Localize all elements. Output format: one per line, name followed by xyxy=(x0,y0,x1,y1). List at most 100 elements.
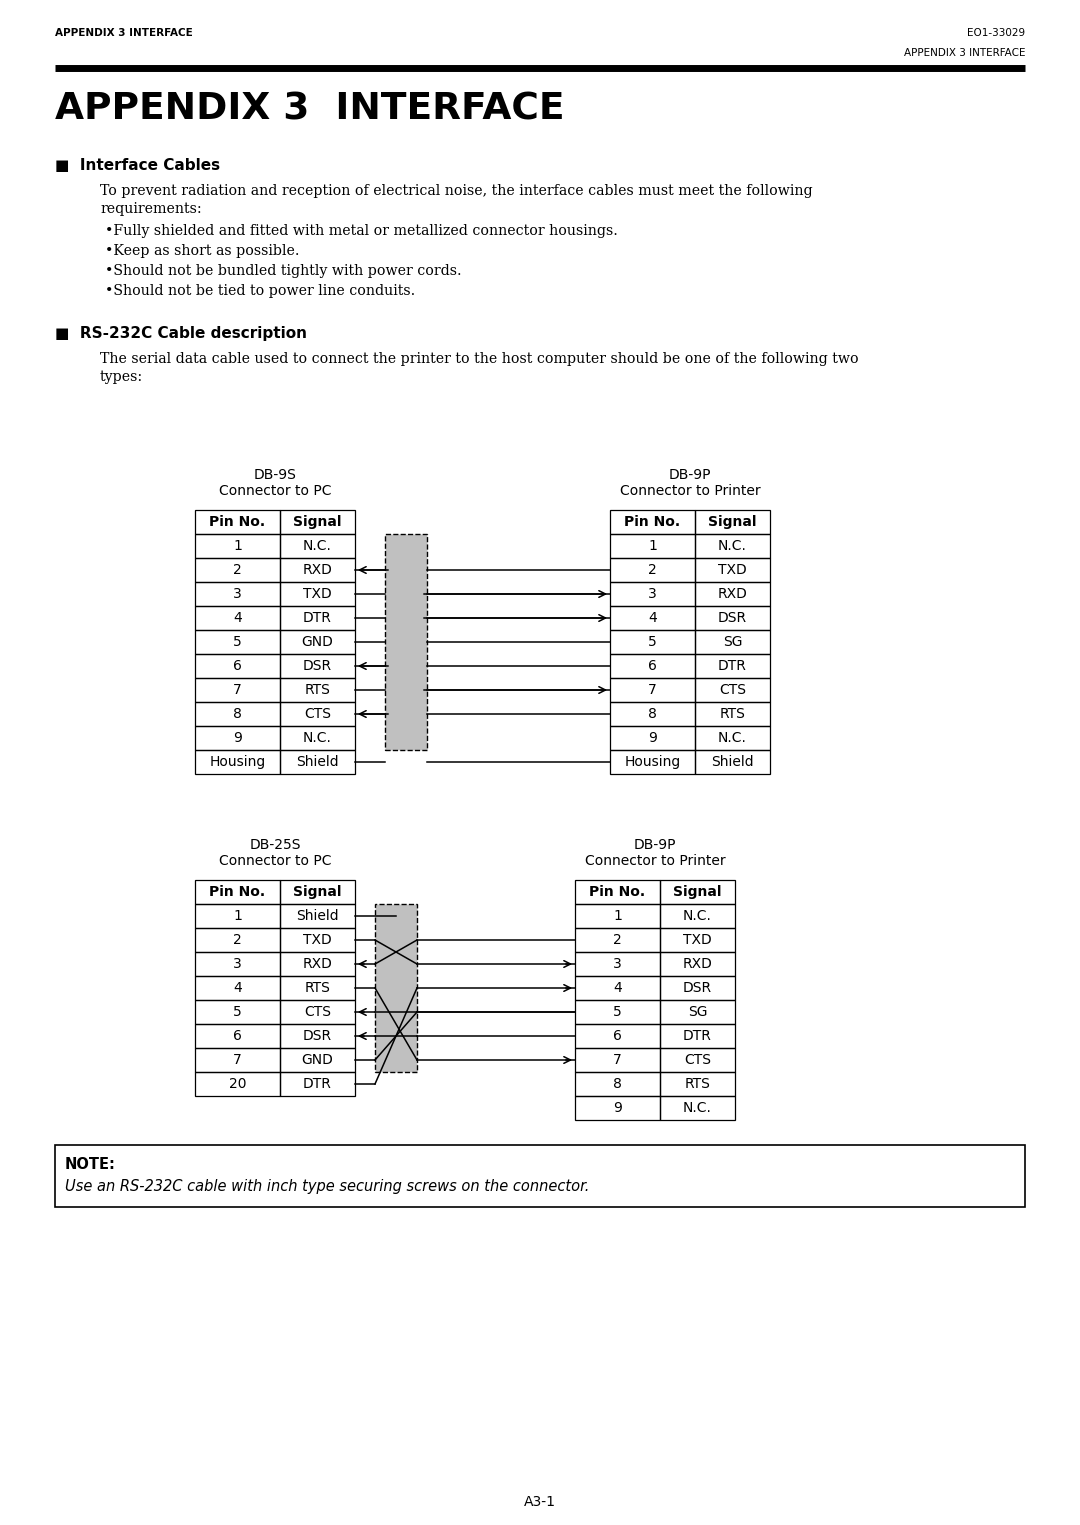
Text: N.C.: N.C. xyxy=(303,538,332,554)
Text: DB-9S: DB-9S xyxy=(254,468,296,482)
Text: DB-9P: DB-9P xyxy=(634,839,676,852)
Text: 4: 4 xyxy=(233,612,242,625)
Text: 7: 7 xyxy=(233,1052,242,1068)
Bar xyxy=(195,1072,280,1096)
Text: Pin No.: Pin No. xyxy=(624,515,680,529)
Text: 5: 5 xyxy=(233,634,242,650)
Bar xyxy=(610,630,696,654)
Bar xyxy=(610,726,696,750)
Text: Signal: Signal xyxy=(673,884,721,900)
Bar xyxy=(610,750,696,775)
Bar xyxy=(610,702,696,726)
Bar xyxy=(195,929,280,952)
Text: Connector to PC: Connector to PC xyxy=(219,483,332,499)
Bar xyxy=(384,534,427,750)
Text: ■  Interface Cables: ■ Interface Cables xyxy=(55,159,220,172)
Text: N.C.: N.C. xyxy=(718,730,747,746)
Text: DSR: DSR xyxy=(302,1029,332,1043)
Bar xyxy=(610,654,696,679)
Text: ■  RS-232C Cable description: ■ RS-232C Cable description xyxy=(55,326,307,342)
Bar xyxy=(660,952,735,976)
Text: A3-1: A3-1 xyxy=(524,1494,556,1510)
Text: 6: 6 xyxy=(233,659,242,673)
Bar xyxy=(575,880,660,904)
Bar xyxy=(375,904,417,1072)
Text: NOTE:: NOTE: xyxy=(65,1157,116,1173)
Text: DSR: DSR xyxy=(302,659,332,673)
Bar xyxy=(280,904,355,929)
Text: Housing: Housing xyxy=(624,755,680,769)
Text: •Should not be bundled tightly with power cords.: •Should not be bundled tightly with powe… xyxy=(105,264,461,278)
Text: Connector to PC: Connector to PC xyxy=(219,854,332,868)
Text: CTS: CTS xyxy=(684,1052,711,1068)
Bar xyxy=(696,534,770,558)
Bar xyxy=(660,1000,735,1023)
Bar xyxy=(610,558,696,583)
Bar xyxy=(696,726,770,750)
Text: APPENDIX 3 INTERFACE: APPENDIX 3 INTERFACE xyxy=(904,47,1025,58)
Bar xyxy=(575,1023,660,1048)
Text: 3: 3 xyxy=(233,958,242,971)
Text: 6: 6 xyxy=(613,1029,622,1043)
Text: 8: 8 xyxy=(613,1077,622,1090)
Bar xyxy=(195,976,280,1000)
Text: 2: 2 xyxy=(233,933,242,947)
Text: RXD: RXD xyxy=(302,958,333,971)
Bar xyxy=(696,605,770,630)
Text: 7: 7 xyxy=(613,1052,622,1068)
Text: 8: 8 xyxy=(233,708,242,721)
Bar xyxy=(696,679,770,702)
Text: TXD: TXD xyxy=(684,933,712,947)
Text: RTS: RTS xyxy=(685,1077,711,1090)
Bar xyxy=(195,654,280,679)
Bar xyxy=(195,630,280,654)
Bar xyxy=(195,1000,280,1023)
Bar xyxy=(696,509,770,534)
Text: DB-25S: DB-25S xyxy=(249,839,300,852)
Text: APPENDIX 3 INTERFACE: APPENDIX 3 INTERFACE xyxy=(55,27,192,38)
Bar xyxy=(660,904,735,929)
Text: 1: 1 xyxy=(233,909,242,923)
Text: Pin No.: Pin No. xyxy=(210,884,266,900)
Text: RTS: RTS xyxy=(305,683,330,697)
Bar xyxy=(696,558,770,583)
Bar xyxy=(696,750,770,775)
Bar xyxy=(610,583,696,605)
Text: DSR: DSR xyxy=(718,612,747,625)
Bar xyxy=(195,726,280,750)
Bar xyxy=(610,605,696,630)
Text: RXD: RXD xyxy=(717,587,747,601)
Bar xyxy=(575,929,660,952)
Bar xyxy=(280,534,355,558)
Text: 1: 1 xyxy=(648,538,657,554)
Text: GND: GND xyxy=(301,1052,334,1068)
Bar xyxy=(575,976,660,1000)
Text: Shield: Shield xyxy=(712,755,754,769)
Bar xyxy=(195,558,280,583)
Text: 4: 4 xyxy=(233,981,242,994)
Bar xyxy=(280,1000,355,1023)
Text: 20: 20 xyxy=(229,1077,246,1090)
Bar xyxy=(575,1048,660,1072)
Bar xyxy=(660,1072,735,1096)
Text: Pin No.: Pin No. xyxy=(210,515,266,529)
Text: 2: 2 xyxy=(648,563,657,576)
Bar xyxy=(195,583,280,605)
Bar xyxy=(195,904,280,929)
Text: RXD: RXD xyxy=(302,563,333,576)
Text: 9: 9 xyxy=(613,1101,622,1115)
Bar xyxy=(195,952,280,976)
Text: Pin No.: Pin No. xyxy=(590,884,646,900)
Bar xyxy=(280,976,355,1000)
Bar xyxy=(195,702,280,726)
Bar xyxy=(660,929,735,952)
Text: 5: 5 xyxy=(233,1005,242,1019)
Bar xyxy=(696,702,770,726)
Text: CTS: CTS xyxy=(303,708,330,721)
Text: TXD: TXD xyxy=(303,587,332,601)
Bar xyxy=(696,630,770,654)
Bar xyxy=(610,534,696,558)
Bar xyxy=(195,1048,280,1072)
Bar xyxy=(280,558,355,583)
Text: 3: 3 xyxy=(613,958,622,971)
